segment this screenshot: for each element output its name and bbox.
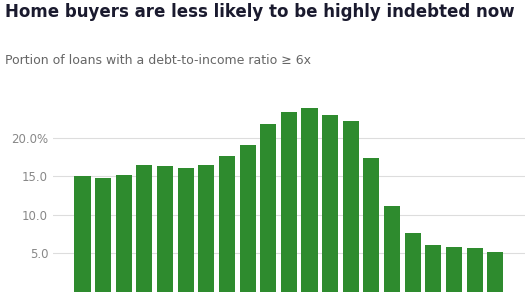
Bar — [219, 156, 235, 292]
Bar — [466, 248, 483, 292]
Bar — [178, 168, 194, 292]
Bar — [302, 108, 317, 292]
Bar — [425, 245, 441, 292]
Bar — [487, 252, 503, 292]
Bar — [116, 175, 132, 292]
Bar — [404, 233, 421, 292]
Bar — [281, 112, 297, 292]
Bar — [136, 164, 153, 292]
Bar — [74, 176, 91, 292]
Text: Home buyers are less likely to be highly indebted now: Home buyers are less likely to be highly… — [5, 3, 515, 21]
Bar — [364, 158, 379, 292]
Bar — [384, 206, 400, 292]
Bar — [446, 247, 462, 292]
Bar — [240, 145, 255, 292]
Bar — [343, 121, 359, 292]
Bar — [322, 115, 338, 292]
Bar — [157, 166, 173, 292]
Bar — [260, 124, 276, 292]
Bar — [95, 178, 111, 292]
Text: Portion of loans with a debt-to-income ratio ≥ 6x: Portion of loans with a debt-to-income r… — [5, 54, 311, 67]
Bar — [198, 165, 214, 292]
